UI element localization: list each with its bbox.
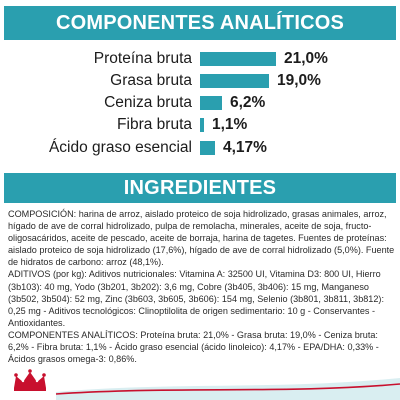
analytic-bar bbox=[200, 141, 215, 155]
analytic-row-fiber: Fibra bruta 1,1% bbox=[0, 114, 400, 136]
analytic-row-label: Grasa bruta bbox=[110, 72, 192, 89]
analytic-row-fat: Grasa bruta 19,0% bbox=[0, 70, 400, 92]
analytic-row-protein: Proteína bruta 21,0% bbox=[0, 48, 400, 70]
ingredients-composition: COMPOSICIÓN: harina de arroz, aislado pr… bbox=[8, 209, 395, 268]
analytic-row-fatty-acid: Ácido graso esencial 4,17% bbox=[0, 137, 400, 159]
ingredients-section-title: INGREDIENTES bbox=[4, 173, 396, 203]
analytic-row-label: Proteína bruta bbox=[93, 50, 192, 67]
analytic-row-ash: Ceniza bruta 6,2% bbox=[0, 92, 400, 114]
ingredients-additives: ADITIVOS (por kg): Aditivos nutricionale… bbox=[8, 269, 384, 328]
analytic-row-label: Fibra bruta bbox=[117, 116, 192, 133]
ingredients-title-text: INGREDIENTES bbox=[123, 176, 277, 199]
analytic-bar bbox=[200, 74, 269, 88]
analytic-row-value: 6,2% bbox=[230, 94, 266, 111]
analytic-bar bbox=[200, 96, 222, 110]
crown-logo-icon bbox=[14, 369, 46, 391]
analytic-row-value: 1,1% bbox=[212, 116, 248, 133]
analytic-row-value: 4,17% bbox=[223, 139, 267, 156]
bottom-wave-decoration bbox=[55, 378, 400, 400]
analytic-bar bbox=[200, 118, 204, 132]
ingredients-analytic: COMPONENTES ANALÍTICOS: Proteína bruta: … bbox=[8, 329, 379, 365]
analytic-row-label: Ceniza bruta bbox=[104, 94, 192, 111]
analytic-row-label: Ácido graso esencial bbox=[48, 139, 192, 156]
ingredients-text: COMPOSICIÓN: harina de arroz, aislado pr… bbox=[8, 208, 396, 365]
analytic-title-text: COMPONENTES ANALÍTICOS bbox=[55, 11, 345, 34]
analytic-row-value: 19,0% bbox=[277, 72, 321, 89]
analytic-bar bbox=[200, 52, 276, 66]
analytic-section-title: COMPONENTES ANALÍTICOS bbox=[4, 6, 396, 40]
analytic-row-value: 21,0% bbox=[284, 50, 328, 67]
